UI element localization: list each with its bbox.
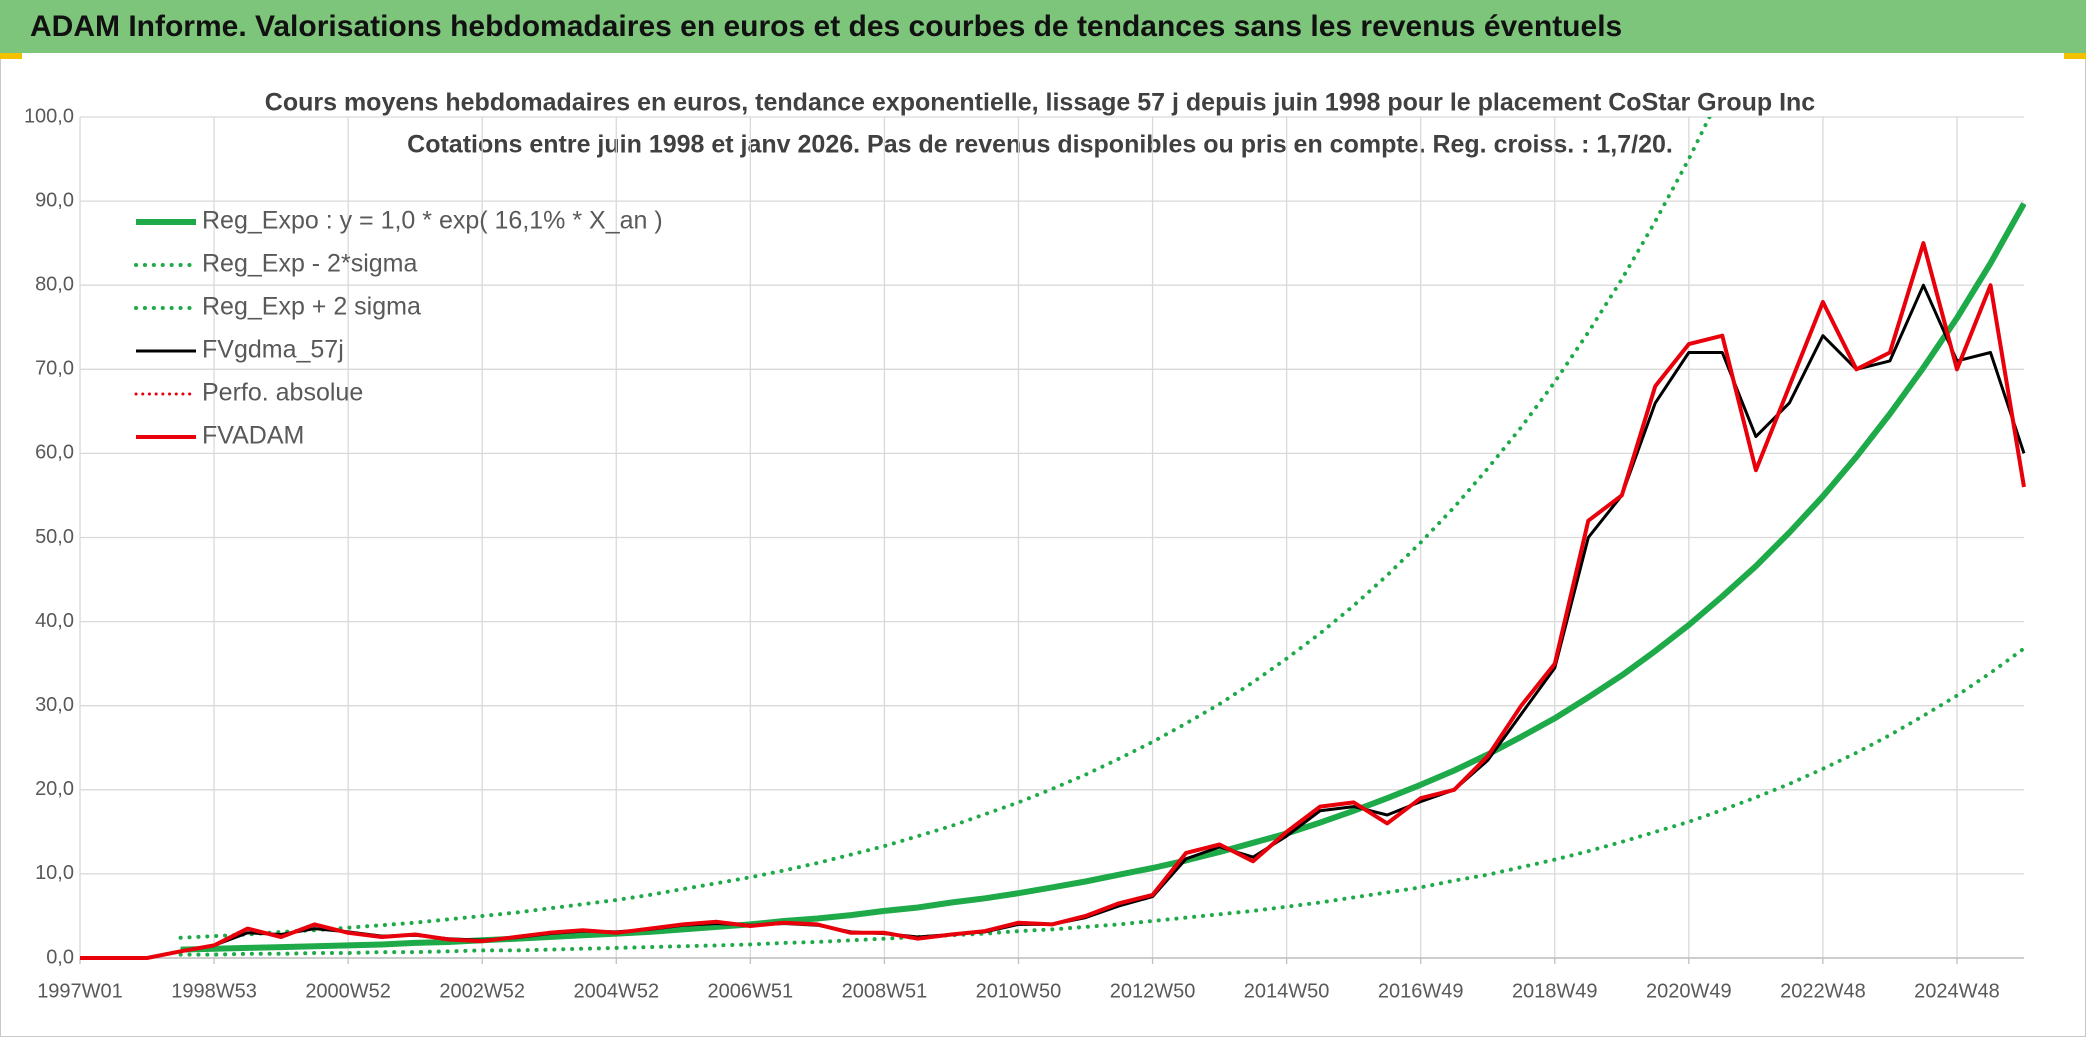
x-tick-label: 2000W52 [305, 980, 391, 1002]
header-title: ADAM Informe. Valorisations hebdomadaire… [30, 10, 1622, 43]
x-tick-label: 2022W48 [1780, 980, 1866, 1002]
series-line [178, 117, 1712, 940]
plot-area [80, 117, 2026, 960]
y-tick-label: 60,0 [35, 442, 74, 464]
y-tick-label: 30,0 [35, 694, 74, 716]
x-tick-label: 2006W51 [708, 980, 794, 1002]
y-tick-label: 80,0 [35, 273, 74, 295]
legend-label: Reg_Expo : y = 1,0 * exp( 16,1% * X_an ) [202, 207, 663, 235]
x-tick-label: 2002W52 [439, 980, 525, 1002]
x-tick-label: 2010W50 [976, 980, 1062, 1002]
legend: Reg_Expo : y = 1,0 * exp( 16,1% * X_an )… [134, 207, 663, 450]
y-tick-label: 90,0 [35, 189, 74, 211]
x-tick-label: 2024W48 [1914, 980, 2000, 1002]
y-tick-label: 10,0 [35, 862, 74, 884]
y-tick-label: 0,0 [46, 946, 74, 968]
x-tick-label: 1998W53 [171, 980, 257, 1002]
x-tick-label: 2016W49 [1378, 980, 1464, 1002]
x-tick-label: 2008W51 [842, 980, 928, 1002]
x-tick-label: 2014W50 [1244, 980, 1330, 1002]
y-tick-label: 50,0 [35, 526, 74, 548]
corner-mark [0, 53, 22, 59]
y-tick-label: 20,0 [35, 778, 74, 800]
y-tick-label: 70,0 [35, 358, 74, 380]
chart-subtitle: Cotations entre juin 1998 et janv 2026. … [407, 131, 1673, 159]
y-tick-label: 40,0 [35, 610, 74, 632]
x-tick-label: 2012W50 [1110, 980, 1196, 1002]
chart-title: Cours moyens hebdomadaires en euros, ten… [265, 89, 1816, 117]
header-band [0, 0, 2086, 53]
grid [79, 116, 2024, 964]
series-line [80, 241, 2026, 960]
series-line [178, 646, 2026, 957]
x-tick-label: 2018W49 [1512, 980, 1598, 1002]
corner-mark [2064, 53, 2086, 59]
legend-label: Reg_Exp + 2 sigma [202, 293, 421, 321]
x-tick-label: 2004W52 [573, 980, 659, 1002]
legend-label: FVgdma_57j [202, 336, 344, 364]
legend-label: Perfo. absolue [202, 379, 363, 407]
legend-label: FVADAM [202, 422, 304, 450]
y-tick-label: 100,0 [24, 105, 74, 127]
x-tick-label: 2020W49 [1646, 980, 1732, 1002]
x-tick-label: 1997W01 [37, 980, 123, 1002]
legend-label: Reg_Exp - 2*sigma [202, 250, 417, 278]
